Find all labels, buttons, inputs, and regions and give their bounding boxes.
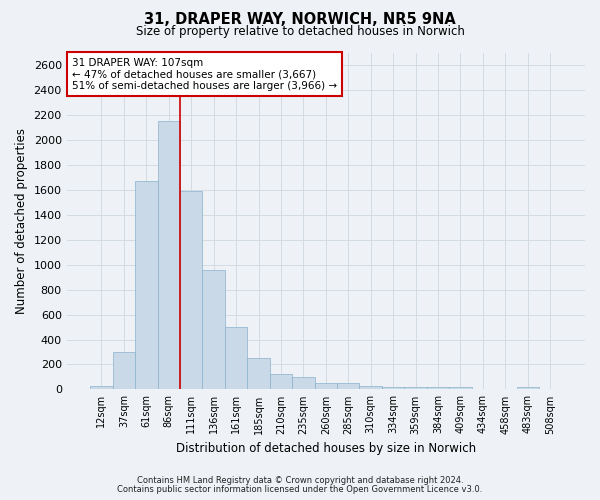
Y-axis label: Number of detached properties: Number of detached properties bbox=[15, 128, 28, 314]
Bar bbox=[225, 327, 247, 390]
Text: 31, DRAPER WAY, NORWICH, NR5 9NA: 31, DRAPER WAY, NORWICH, NR5 9NA bbox=[144, 12, 456, 28]
Bar bbox=[449, 387, 472, 390]
Bar bbox=[404, 387, 427, 390]
Text: Contains public sector information licensed under the Open Government Licence v3: Contains public sector information licen… bbox=[118, 485, 482, 494]
Bar bbox=[427, 387, 449, 390]
Bar bbox=[90, 386, 113, 390]
Bar bbox=[292, 377, 314, 390]
Bar bbox=[180, 191, 202, 390]
Bar bbox=[382, 387, 404, 390]
Bar bbox=[247, 358, 270, 390]
Text: Size of property relative to detached houses in Norwich: Size of property relative to detached ho… bbox=[136, 25, 464, 38]
Bar bbox=[337, 383, 359, 390]
Bar bbox=[314, 383, 337, 390]
Bar bbox=[202, 270, 225, 390]
Bar bbox=[517, 387, 539, 390]
Text: 31 DRAPER WAY: 107sqm
← 47% of detached houses are smaller (3,667)
51% of semi-d: 31 DRAPER WAY: 107sqm ← 47% of detached … bbox=[72, 58, 337, 91]
Bar bbox=[359, 386, 382, 390]
Text: Contains HM Land Registry data © Crown copyright and database right 2024.: Contains HM Land Registry data © Crown c… bbox=[137, 476, 463, 485]
Bar bbox=[270, 374, 292, 390]
Bar bbox=[158, 121, 180, 390]
X-axis label: Distribution of detached houses by size in Norwich: Distribution of detached houses by size … bbox=[176, 442, 476, 455]
Bar bbox=[494, 389, 517, 390]
Bar bbox=[539, 389, 562, 390]
Bar bbox=[113, 352, 135, 390]
Bar bbox=[135, 181, 158, 390]
Bar bbox=[472, 389, 494, 390]
